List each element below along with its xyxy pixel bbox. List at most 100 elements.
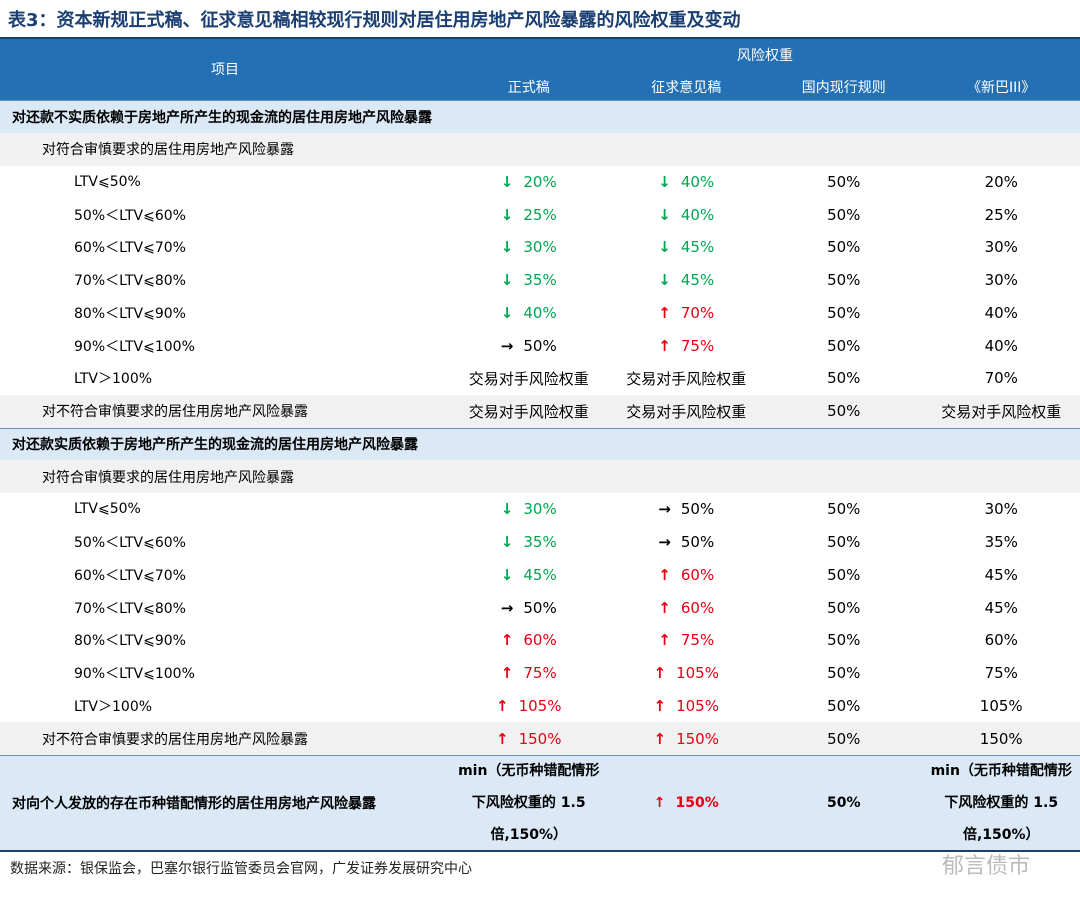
arrow: ↑ <box>658 336 671 355</box>
row-label: 70%＜LTV⩽80% <box>0 591 450 624</box>
header-column: 征求意见稿 <box>651 80 722 96</box>
value: 35% <box>523 271 557 290</box>
value: 50% <box>827 303 861 322</box>
arrow: ↑ <box>496 696 509 715</box>
cell: ↑ 60% <box>608 591 766 624</box>
value: 50% <box>827 598 861 617</box>
cell: ↑ 150% <box>608 756 766 850</box>
arrow: ↑ <box>496 729 509 748</box>
arrow: ↑ <box>658 598 671 617</box>
value: 50% <box>680 533 715 552</box>
value: 50% <box>827 271 861 290</box>
arrow: ↑ <box>500 664 514 683</box>
table-row: LTV＞100% ↑ 105% ↑ 105% 50% 105% <box>0 689 1080 723</box>
row-label: 50%＜LTV⩽60% <box>0 198 450 231</box>
label-text: 70%＜LTV⩽80% <box>74 273 186 290</box>
cell: 35% <box>923 526 1080 559</box>
cell: ↑ 105% <box>608 657 766 690</box>
cell: 40% <box>923 297 1080 330</box>
row-label: 80%＜LTV⩽90% <box>0 624 450 657</box>
value: 60% <box>680 565 715 584</box>
value: 30% <box>523 238 557 257</box>
value: 50% <box>827 205 861 224</box>
value: 50% <box>827 565 861 584</box>
value: 75% <box>680 336 715 355</box>
cell: → 50% <box>450 591 608 624</box>
cell: 50% <box>765 624 923 657</box>
arrow: ↓ <box>500 500 514 519</box>
cell: 50% <box>765 362 923 395</box>
arrow: → <box>500 598 514 617</box>
table-row: LTV⩽50% ↓ 30% → 50% 50% 30% <box>0 493 1080 526</box>
row-label: 50%＜LTV⩽60% <box>0 526 450 559</box>
arrow: → <box>658 500 671 519</box>
table-row: 60%＜LTV⩽70% ↓ 30% ↓ 45% 50% 30% <box>0 231 1080 264</box>
value: 50% <box>523 336 557 355</box>
cell: 50% <box>765 329 923 362</box>
value: 70% <box>680 303 715 322</box>
value: 35% <box>523 533 557 552</box>
cell: ↓ 45% <box>608 231 766 264</box>
value: 105% <box>676 664 719 683</box>
cell: 50% <box>765 493 923 526</box>
arrow: ↓ <box>500 205 514 224</box>
label-text: 对符合审慎要求的居住用房地产风险暴露 <box>42 142 294 159</box>
value: 25% <box>984 205 1018 224</box>
value: 45% <box>984 598 1018 617</box>
cell: ↓ 40% <box>450 297 608 330</box>
cell: 105% <box>923 690 1080 723</box>
value: 50% <box>827 238 861 257</box>
cell: 20% <box>923 166 1080 199</box>
table-row: 对不符合审慎要求的居住用房地产风险暴露 交易对手风险权重 交易对手风险权重 50% 交易… <box>0 394 1080 428</box>
cell: ↓ 35% <box>450 264 608 297</box>
value: 150% <box>979 729 1023 748</box>
arrow: ↑ <box>658 565 671 584</box>
arrow: ↓ <box>500 303 514 322</box>
watermark: 郁言债市 <box>942 854 1031 879</box>
table-row: 70%＜LTV⩽80% ↓ 35% ↓ 45% 50% 30% <box>0 263 1080 297</box>
value: 50% <box>827 172 861 191</box>
row-label: 对符合审慎要求的居住用房地产风险暴露 <box>0 460 450 493</box>
row-label: LTV⩽50% <box>0 493 450 526</box>
value: 105% <box>676 696 719 715</box>
value: 50% <box>827 369 861 388</box>
table-row: 对向个人发放的存在币种错配情形的居住用房地产风险暴露 min（无币种错配情形下风险… <box>0 755 1080 852</box>
cell: ↑ 60% <box>608 559 766 592</box>
header-group: 风险权重 <box>737 48 793 64</box>
cell: 75% <box>923 657 1080 690</box>
label-text: 90%＜LTV⩽100% <box>74 666 195 683</box>
value: 30% <box>984 238 1018 257</box>
label-text: 80%＜LTV⩽90% <box>74 633 186 650</box>
table-row: 50%＜LTV⩽60% ↓ 35% → 50% 50% 35% <box>0 525 1080 559</box>
value: 105% <box>979 696 1023 715</box>
cell: ↓ 40% <box>608 166 766 199</box>
table-row: 对符合审慎要求的居住用房地产风险暴露 <box>0 132 1080 166</box>
label-text: 50%＜LTV⩽60% <box>74 535 186 552</box>
label-text: 80%＜LTV⩽90% <box>74 305 186 322</box>
arrow: ↑ <box>653 729 667 748</box>
value: 105% <box>518 696 562 715</box>
value: 40% <box>680 172 715 191</box>
arrow: ↑ <box>658 303 671 322</box>
cell: 50% <box>765 198 923 231</box>
value: 75% <box>523 664 557 683</box>
value: 40% <box>984 303 1018 322</box>
cell: 50% <box>765 166 923 199</box>
value: 40% <box>680 205 715 224</box>
cell: ↓ 35% <box>450 526 608 559</box>
label-text: 50%＜LTV⩽60% <box>74 207 186 224</box>
value: 70% <box>984 369 1018 388</box>
value: 50% <box>827 631 861 650</box>
row-label: 对向个人发放的存在币种错配情形的居住用房地产风险暴露 <box>0 756 450 850</box>
arrow: ↑ <box>653 664 667 683</box>
cell: ↓ 40% <box>608 198 766 231</box>
value: 60% <box>680 598 715 617</box>
label-text: LTV＞100% <box>74 371 153 388</box>
cell: ↑ 105% <box>450 690 608 723</box>
cell: 交易对手风险权重 <box>450 395 608 428</box>
arrow: ↑ <box>653 696 667 715</box>
table-row: 90%＜LTV⩽100% ↑ 75% ↑ 105% 50% 75% <box>0 656 1080 690</box>
label-text: 对还款不实质依赖于房地产所产生的现金流的居住用房地产风险暴露 <box>12 109 432 126</box>
value: 交易对手风险权重 <box>941 402 1062 421</box>
arrow: ↓ <box>500 271 514 290</box>
